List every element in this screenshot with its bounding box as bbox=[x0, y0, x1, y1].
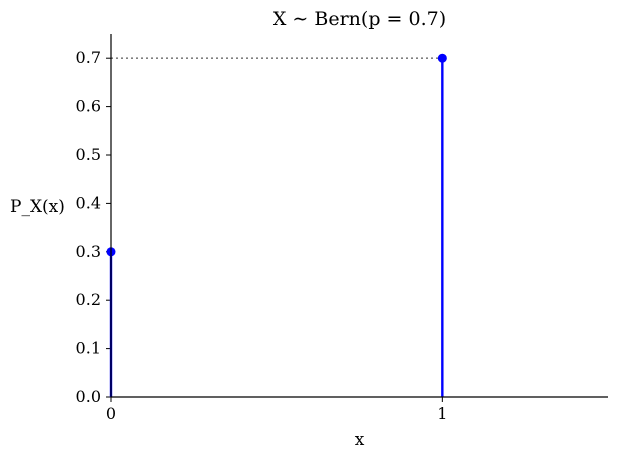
x-tick-label: 0 bbox=[106, 404, 116, 423]
y-tick-label: 0.5 bbox=[76, 145, 101, 164]
x-tick-label: 1 bbox=[437, 404, 447, 423]
y-tick-label: 0.7 bbox=[76, 48, 101, 67]
stem-marks bbox=[106, 53, 447, 397]
chart-title: X ∼ Bern(p = 0.7) bbox=[273, 8, 446, 30]
x-axis-label: x bbox=[355, 430, 365, 450]
y-tick-label: 0.0 bbox=[76, 387, 101, 406]
y-tick-label: 0.1 bbox=[76, 339, 101, 358]
y-tick-label: 0.2 bbox=[76, 290, 101, 309]
y-axis-label: P_X(x) bbox=[10, 197, 65, 217]
stem-marker bbox=[437, 53, 447, 63]
y-tick-label: 0.3 bbox=[76, 242, 101, 261]
y-tick-label: 0.6 bbox=[76, 97, 101, 116]
y-axis-ticks: 0.0 0.1 0.2 0.3 0.4 0.5 0.6 0.7 bbox=[76, 48, 111, 406]
y-tick-label: 0.4 bbox=[76, 193, 101, 212]
